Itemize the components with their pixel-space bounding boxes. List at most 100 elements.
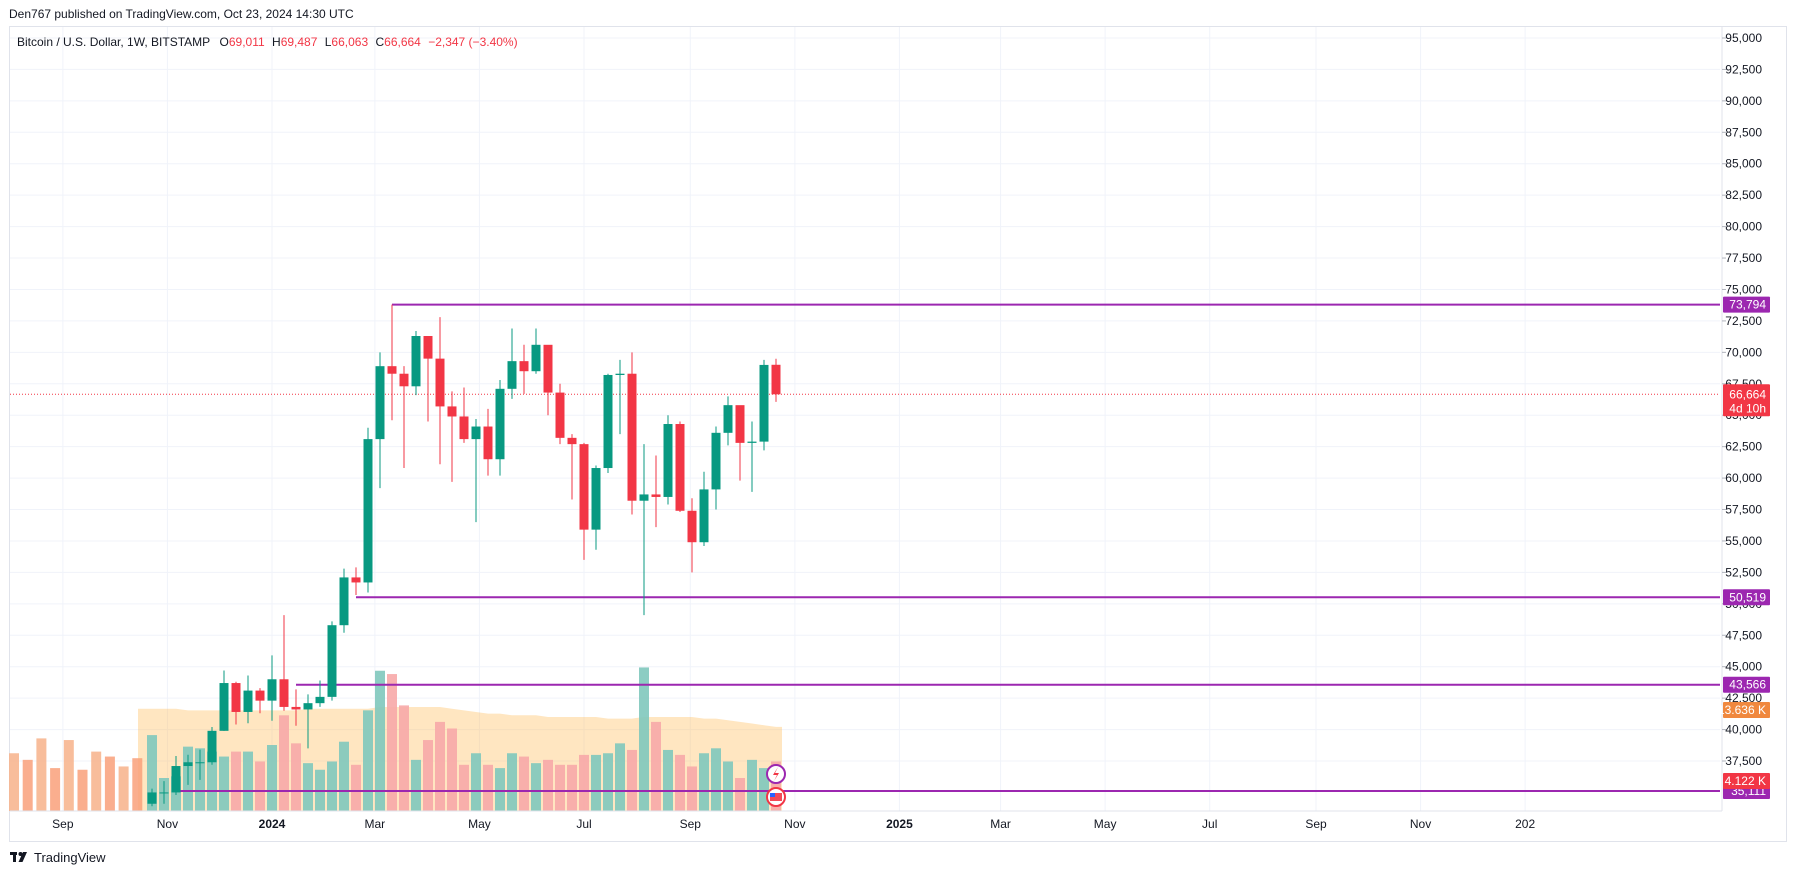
- volume-bar-pre-0: [9, 753, 19, 811]
- volume-bar-36: [579, 754, 589, 811]
- candle-body-16: [339, 577, 349, 626]
- candle-body-17: [351, 577, 361, 583]
- time-tick-label: Mar: [990, 817, 1011, 831]
- time-tick-label: 202: [1515, 817, 1535, 831]
- volume-bar-8: [243, 751, 253, 811]
- candle-body-42: [651, 494, 661, 497]
- volume-bar-49: [735, 778, 745, 811]
- price-tick-label: 57,500: [1725, 503, 1762, 517]
- candle-body-33: [543, 344, 553, 393]
- candle-body-8: [243, 690, 253, 712]
- candle-body-36: [579, 444, 589, 530]
- time-tick-label: Jul: [576, 817, 591, 831]
- candle-body-14: [315, 696, 325, 704]
- price-tick-label: 85,000: [1725, 157, 1762, 171]
- time-tick-label: Nov: [1410, 817, 1431, 831]
- volume-bar-44: [675, 754, 685, 811]
- open-value: 69,011: [228, 35, 265, 49]
- price-tick-label: 70,000: [1725, 345, 1762, 359]
- price-tick-label: 62,500: [1725, 440, 1762, 454]
- volume-bar-34: [555, 764, 565, 811]
- close-value: 66,664: [384, 35, 421, 49]
- volume-bar-11: [279, 715, 289, 811]
- candle-body-7: [231, 683, 241, 712]
- candle-body-22: [411, 336, 421, 387]
- time-tick-label: Mar: [365, 817, 386, 831]
- time-tick-label: 2025: [886, 817, 913, 831]
- volume-bar-22: [411, 759, 421, 811]
- price-tick-label: 42,500: [1725, 691, 1762, 705]
- candle-body-9: [255, 690, 265, 701]
- candle-body-18: [363, 439, 373, 583]
- price-tick-label: 72,500: [1725, 314, 1762, 328]
- candle-body-5: [207, 730, 217, 763]
- level-badge-1-bg: [1723, 589, 1770, 606]
- volume-bar-40: [627, 749, 637, 811]
- volume-bar-35: [567, 764, 577, 811]
- high-value: 69,487: [280, 35, 318, 49]
- volume-bar-13: [303, 763, 313, 811]
- low-value: 66,063: [331, 35, 369, 49]
- volume-bar-pre-7: [104, 756, 115, 811]
- volume-bar-16: [339, 741, 349, 811]
- volume-bar-pre-1: [22, 759, 33, 811]
- volume-bar-5: [207, 751, 217, 811]
- time-tick-label: Sep: [1305, 817, 1327, 831]
- time-tick-label: May: [1094, 817, 1117, 831]
- volume-ma-badge-bg: [1723, 702, 1770, 718]
- candle-body-28: [483, 426, 493, 460]
- time-tick-label: Sep: [680, 817, 702, 831]
- candle-body-48: [723, 405, 733, 433]
- candle-body-29: [495, 388, 505, 460]
- volume-bar-pre-3: [50, 768, 61, 811]
- level-badge-2: 43,566: [1729, 678, 1766, 692]
- publication-byline: Den767 published on TradingView.com, Oct…: [9, 7, 354, 21]
- price-tick-label: 75,000: [1725, 282, 1762, 296]
- price-tick-label: 90,000: [1725, 94, 1762, 108]
- candle-body-41: [639, 494, 649, 501]
- volume-bar-45: [687, 766, 697, 811]
- price-tick-label: 77,500: [1725, 251, 1762, 265]
- candle-body-0: [147, 792, 157, 804]
- price-tick-label: 95,000: [1725, 31, 1762, 45]
- price-tick-label: 82,500: [1725, 188, 1762, 202]
- time-tick-label: Jul: [1202, 817, 1217, 831]
- volume-bar-43: [663, 749, 673, 811]
- candle-body-19: [375, 366, 385, 440]
- last-price-badge: 66,664: [1729, 387, 1766, 401]
- candle-body-38: [603, 374, 613, 469]
- candle-body-1: [159, 792, 169, 794]
- volume-bar-24: [435, 721, 445, 811]
- volume-bar-46: [699, 753, 709, 811]
- volume-bar-12: [291, 743, 301, 811]
- price-tick-label: 40,000: [1725, 723, 1762, 737]
- volume-bar-31: [519, 756, 529, 811]
- candle-body-6: [219, 683, 229, 731]
- candle-body-10: [267, 679, 277, 701]
- tradingview-logo-icon: [10, 852, 27, 862]
- open-label: O: [219, 35, 229, 49]
- last-price-badge-bg: [1723, 384, 1770, 417]
- candle-body-51: [759, 364, 769, 442]
- volume-bar-38: [603, 753, 613, 811]
- symbol-name: Bitcoin / U.S. Dollar, 1W, BITSTAMP: [17, 35, 211, 49]
- volume-bar-47: [711, 748, 721, 811]
- volume-last-badge: 4.122 K: [1725, 774, 1766, 788]
- tradingview-footer[interactable]: TradingView: [10, 848, 106, 866]
- chart-frame: [9, 26, 1787, 842]
- volume-bar-21: [399, 705, 409, 811]
- candle-body-21: [399, 373, 409, 387]
- volume-bar-41: [639, 667, 649, 811]
- volume-bar-30: [507, 753, 517, 811]
- volume-bar-15: [327, 761, 337, 811]
- candle-body-46: [699, 489, 709, 543]
- brand-name: TradingView: [34, 849, 106, 865]
- time-tick-label: 2024: [259, 817, 286, 831]
- volume-bar-26: [459, 764, 469, 811]
- candle-body-26: [459, 416, 469, 440]
- volume-bar-18: [363, 710, 373, 811]
- price-tick-label: 92,500: [1725, 62, 1762, 76]
- candle-body-2: [171, 766, 181, 793]
